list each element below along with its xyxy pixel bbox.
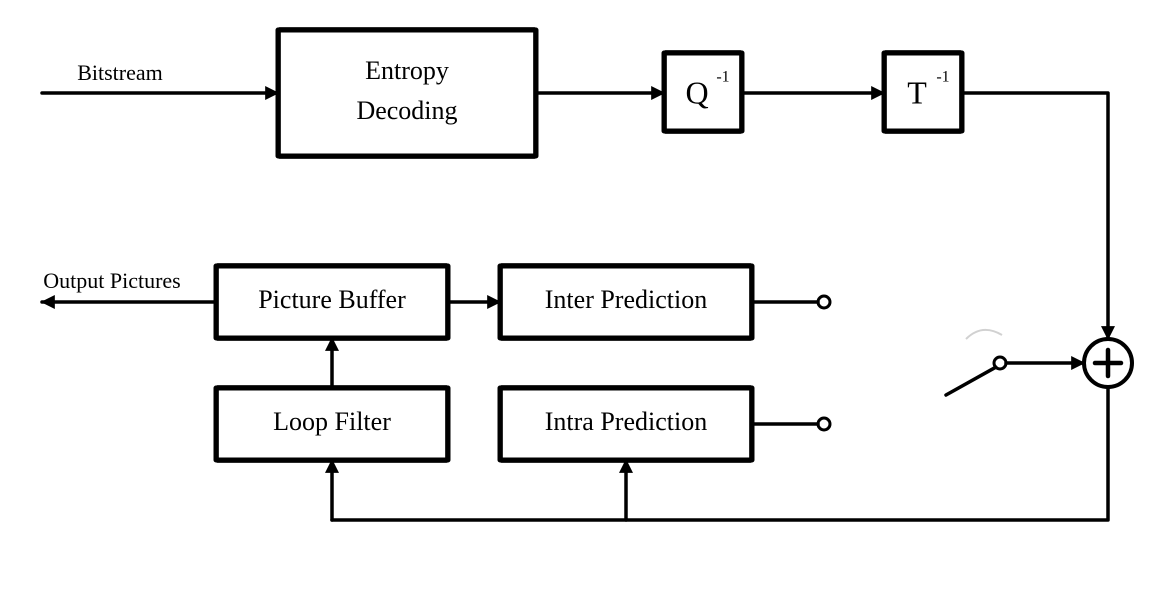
q-sup: -1 bbox=[716, 69, 729, 86]
node-t-inverse: T -1 bbox=[884, 52, 962, 133]
entropy-label-2: Decoding bbox=[356, 96, 457, 125]
inter-pred-label: Inter Prediction bbox=[545, 285, 707, 314]
edge-t-to-adder bbox=[962, 93, 1108, 339]
prediction-switch bbox=[818, 296, 1006, 430]
node-intra-prediction: Intra Prediction bbox=[500, 387, 752, 462]
node-q-inverse: Q -1 bbox=[664, 52, 742, 133]
t-label: T bbox=[907, 74, 927, 110]
node-loop-filter: Loop Filter bbox=[216, 387, 448, 462]
node-inter-prediction: Inter Prediction bbox=[500, 265, 752, 340]
bitstream-label: Bitstream bbox=[77, 60, 163, 85]
node-picture-buffer: Picture Buffer bbox=[216, 265, 448, 340]
q-label: Q bbox=[685, 74, 708, 110]
node-entropy-decoding: Entropy Decoding bbox=[278, 29, 536, 158]
intra-pred-label: Intra Prediction bbox=[545, 407, 707, 436]
output-pictures-label: Output Pictures bbox=[43, 268, 181, 293]
adder-node bbox=[1084, 339, 1132, 387]
t-sup: -1 bbox=[936, 69, 949, 86]
picture-buffer-label: Picture Buffer bbox=[258, 285, 406, 314]
loop-filter-label: Loop Filter bbox=[273, 407, 391, 436]
entropy-label-1: Entropy bbox=[365, 56, 449, 85]
